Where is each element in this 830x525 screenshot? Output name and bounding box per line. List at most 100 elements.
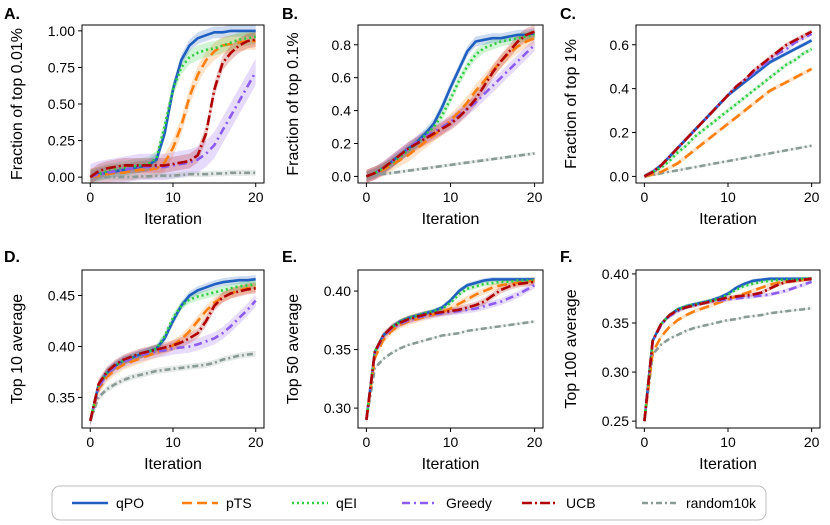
x-axis-label: Iteration: [422, 456, 480, 473]
y-tick-label: 0.75: [48, 59, 75, 75]
series-line-greedy: [365, 284, 536, 420]
panel-c: C. 0 10 20 0.0 0.2 0.4 0.6 Iteration Fraction of …: [560, 6, 821, 228]
series-line-greedy: [643, 280, 813, 422]
y-tick-label: 0.6: [332, 70, 352, 86]
panel-label: E.: [282, 249, 297, 266]
band-ucb: [90, 283, 256, 426]
x-tick-label: 10: [443, 434, 459, 450]
y-tick-label: 0.35: [48, 389, 75, 405]
legend: qPO pTS qEI Greedy UCB random10k: [51, 485, 767, 521]
legend-entry-ucb: UCB: [522, 495, 596, 511]
legend-entry-qpo: qPO: [72, 495, 144, 511]
series-line-pts: [365, 279, 535, 420]
y-tick-label: 0.4: [610, 81, 630, 97]
x-tick-label: 20: [527, 189, 543, 205]
band-pts: [644, 276, 812, 424]
series-line-random10k: [366, 152, 535, 178]
panel-label: D.: [4, 249, 20, 266]
legend-label: qEI: [336, 495, 357, 511]
y-tick-label: 0.40: [602, 266, 629, 282]
legend-entry-random10k: random10k: [642, 495, 757, 511]
x-axis-label: Iteration: [422, 211, 480, 228]
plot-area: [365, 277, 536, 424]
band-random10k: [90, 169, 256, 181]
x-tick-label: 0: [640, 189, 648, 205]
legend-label: pTS: [226, 495, 252, 511]
series-line-random10k: [365, 320, 535, 421]
panel-d: D. 0 10 20 0.35 0.40 0.45 Iteration Top 10 avera…: [4, 249, 265, 473]
band-random10k: [366, 320, 535, 421]
y-axis-label: Top 50 average: [285, 294, 302, 404]
legend-label: random10k: [686, 495, 757, 511]
panel-label: F.: [560, 249, 572, 266]
y-tick-label: 1.00: [48, 23, 75, 39]
x-tick-label: 0: [86, 434, 94, 450]
x-tick-label: 0: [363, 434, 371, 450]
panel-label: A.: [4, 6, 20, 23]
y-tick-label: 0.30: [324, 400, 351, 416]
x-tick-label: 20: [804, 189, 820, 205]
plot-area: [89, 25, 257, 183]
plot-area: [643, 29, 813, 179]
y-tick-label: 0.40: [324, 283, 351, 299]
series-line-ucb: [89, 287, 256, 422]
legend-label: Greedy: [446, 495, 492, 511]
series-line-qei: [89, 283, 256, 422]
x-axis-label: Iteration: [144, 211, 202, 228]
band-random10k: [90, 350, 256, 424]
x-axis-label: Iteration: [699, 211, 757, 228]
x-axis-label: Iteration: [144, 456, 202, 473]
x-tick-label: 10: [443, 189, 459, 205]
legend-label: UCB: [566, 495, 596, 511]
y-tick-label: 0.35: [602, 315, 629, 331]
panel-a: A. 0 10 20 0.00 0.25 0.50 0.75 1.00 Iteration Frac…: [4, 6, 265, 228]
y-axis-label: Top 100 average: [563, 289, 580, 408]
series-line-ucb: [643, 30, 813, 178]
band-pts: [366, 277, 535, 424]
series-line-greedy: [365, 43, 536, 178]
band-greedy: [644, 279, 812, 424]
y-tick-label: 0.0: [610, 168, 630, 184]
panel-b: B. 0 10 20 0.0 0.2 0.4 0.6 0.8 Iteration Fraction …: [282, 6, 544, 228]
series-line-greedy: [89, 299, 257, 422]
plot-area: [89, 275, 257, 427]
y-tick-label: 0.6: [610, 37, 630, 53]
legend-entry-greedy: Greedy: [402, 495, 492, 511]
x-tick-label: 20: [248, 434, 264, 450]
x-tick-label: 20: [527, 434, 543, 450]
series-line-pts: [644, 67, 813, 178]
y-tick-label: 0.25: [48, 133, 75, 149]
series-line-qei: [365, 279, 535, 420]
y-tick-label: 0.45: [48, 287, 75, 303]
x-axis-label: Iteration: [699, 456, 757, 473]
band-qei: [366, 29, 535, 182]
band-pts: [644, 66, 812, 179]
y-tick-label: 0.50: [48, 96, 75, 112]
x-tick-label: 20: [248, 189, 264, 205]
y-axis-label: Fraction of top 1%: [563, 39, 580, 169]
panel-e: E. 0 10 20 0.30 0.35 0.40 Iteration Top 50 avera…: [282, 249, 544, 473]
series-line-qei: [89, 35, 256, 179]
band-qei: [644, 46, 812, 179]
plot-area: [643, 276, 813, 424]
y-tick-label: 0.40: [48, 338, 75, 354]
y-axis-label: Fraction of top 0.01%: [9, 28, 26, 180]
x-tick-label: 0: [640, 434, 648, 450]
band-greedy: [90, 58, 256, 183]
series-line-ucb: [89, 38, 256, 179]
panel-f: F. 0 10 20 0.25 0.30 0.35 0.40 Iteration Top 100 …: [560, 249, 821, 473]
y-tick-label: 0.2: [610, 125, 630, 141]
y-tick-label: 0.8: [332, 37, 352, 53]
y-tick-label: 0.30: [602, 364, 629, 380]
series-line-pts: [90, 39, 256, 179]
series-line-qei: [643, 47, 813, 178]
x-tick-label: 0: [363, 189, 371, 205]
y-tick-label: 0.00: [48, 169, 75, 185]
legend-entry-pts: pTS: [182, 495, 252, 511]
panel-label: C.: [560, 6, 576, 23]
y-tick-label: 0.4: [332, 103, 352, 119]
y-tick-label: 0.2: [332, 136, 352, 152]
band-ucb: [366, 25, 535, 183]
band-qpo: [366, 28, 535, 182]
